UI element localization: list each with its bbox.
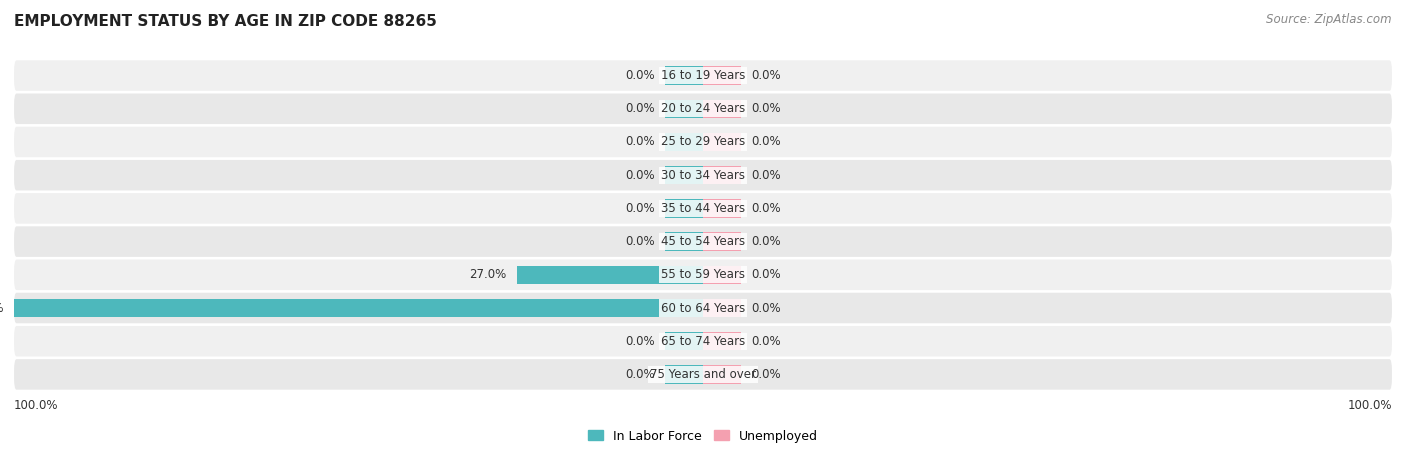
Legend: In Labor Force, Unemployed: In Labor Force, Unemployed (588, 430, 818, 443)
Bar (665, 99, 703, 118)
Bar (703, 99, 741, 118)
Text: 65 to 74 Years: 65 to 74 Years (661, 335, 745, 348)
FancyBboxPatch shape (14, 94, 1392, 124)
Bar (703, 166, 741, 184)
Text: 0.0%: 0.0% (626, 335, 655, 348)
Bar (703, 133, 741, 151)
Bar (703, 299, 741, 317)
Text: 20 to 24 Years: 20 to 24 Years (661, 102, 745, 115)
FancyBboxPatch shape (14, 226, 1392, 257)
Bar (703, 233, 741, 251)
Text: 0.0%: 0.0% (751, 202, 780, 215)
FancyBboxPatch shape (14, 160, 1392, 190)
Text: 27.0%: 27.0% (470, 268, 506, 281)
Bar (665, 166, 703, 184)
Text: 0.0%: 0.0% (626, 135, 655, 148)
Text: 100.0%: 100.0% (0, 302, 4, 315)
FancyBboxPatch shape (14, 60, 1392, 91)
Text: 0.0%: 0.0% (751, 235, 780, 248)
FancyBboxPatch shape (14, 293, 1392, 323)
Text: 0.0%: 0.0% (626, 102, 655, 115)
Text: 100.0%: 100.0% (14, 399, 59, 412)
Text: 60 to 64 Years: 60 to 64 Years (661, 302, 745, 315)
Text: 30 to 34 Years: 30 to 34 Years (661, 169, 745, 182)
Bar (703, 199, 741, 217)
Bar (517, 266, 703, 284)
Text: 0.0%: 0.0% (626, 202, 655, 215)
Text: 0.0%: 0.0% (751, 135, 780, 148)
Text: 0.0%: 0.0% (751, 102, 780, 115)
Text: 45 to 54 Years: 45 to 54 Years (661, 235, 745, 248)
Bar (665, 67, 703, 85)
Text: 75 Years and over: 75 Years and over (650, 368, 756, 381)
Text: 55 to 59 Years: 55 to 59 Years (661, 268, 745, 281)
Text: 0.0%: 0.0% (751, 268, 780, 281)
Text: 35 to 44 Years: 35 to 44 Years (661, 202, 745, 215)
Text: 0.0%: 0.0% (751, 69, 780, 82)
Text: 25 to 29 Years: 25 to 29 Years (661, 135, 745, 148)
Text: 100.0%: 100.0% (1347, 399, 1392, 412)
Text: 0.0%: 0.0% (751, 368, 780, 381)
Text: 0.0%: 0.0% (751, 302, 780, 315)
Bar (665, 199, 703, 217)
Text: EMPLOYMENT STATUS BY AGE IN ZIP CODE 88265: EMPLOYMENT STATUS BY AGE IN ZIP CODE 882… (14, 14, 437, 28)
FancyBboxPatch shape (14, 260, 1392, 290)
Bar (703, 332, 741, 351)
FancyBboxPatch shape (14, 127, 1392, 157)
Bar (703, 365, 741, 383)
FancyBboxPatch shape (14, 359, 1392, 390)
Bar (703, 266, 741, 284)
Bar (665, 365, 703, 383)
Text: 0.0%: 0.0% (751, 335, 780, 348)
Text: 0.0%: 0.0% (626, 235, 655, 248)
Bar (665, 233, 703, 251)
Bar (665, 332, 703, 351)
Bar (665, 133, 703, 151)
Bar (14, 299, 703, 317)
Text: 0.0%: 0.0% (626, 368, 655, 381)
FancyBboxPatch shape (14, 326, 1392, 356)
Text: Source: ZipAtlas.com: Source: ZipAtlas.com (1267, 14, 1392, 27)
FancyBboxPatch shape (14, 193, 1392, 224)
Text: 16 to 19 Years: 16 to 19 Years (661, 69, 745, 82)
Text: 0.0%: 0.0% (626, 69, 655, 82)
Text: 0.0%: 0.0% (626, 169, 655, 182)
Bar (703, 67, 741, 85)
Text: 0.0%: 0.0% (751, 169, 780, 182)
